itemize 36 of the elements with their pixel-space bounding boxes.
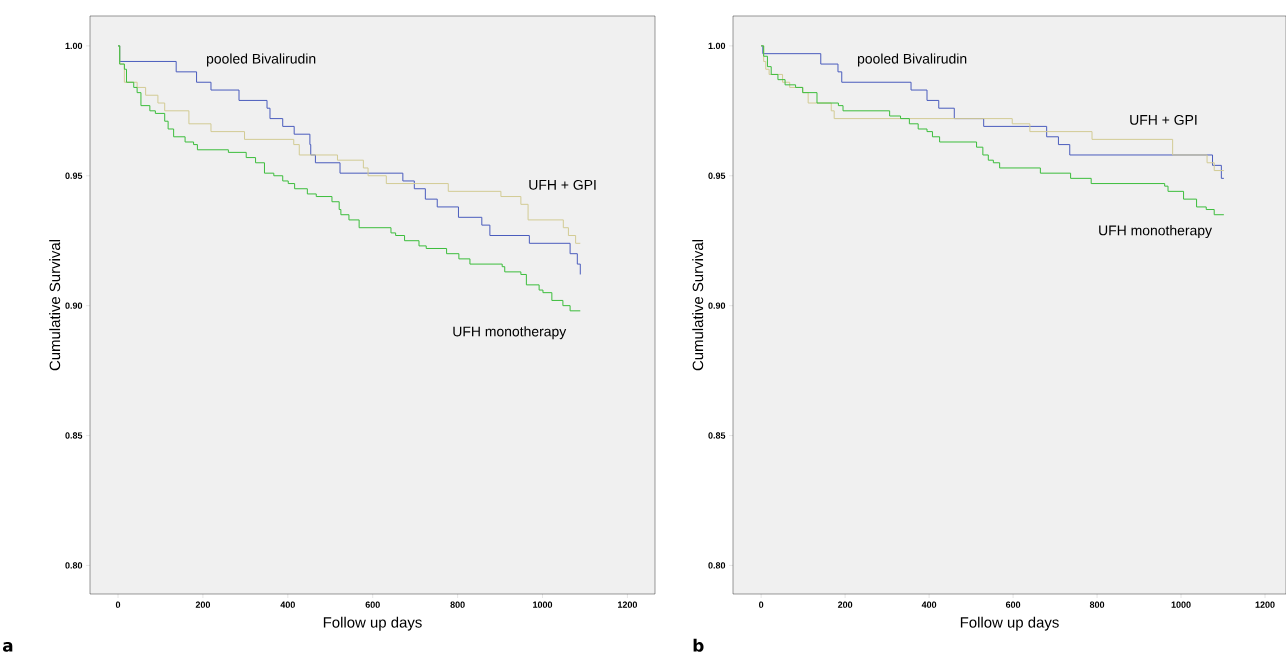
x-tick-label: 200 [837,601,853,608]
series-label: UFH monotherapy [1099,225,1212,239]
x-tick-label: 1200 [1255,601,1275,608]
series-label: UFH + GPI [1130,114,1197,125]
x-tick-label: 0 [115,601,121,608]
y-tick-label: 0.95 [708,172,726,179]
y-tick-label: 0.80 [708,562,726,569]
x-axis-title: Follow up days [960,616,1059,631]
x-tick-label: 1200 [618,601,638,608]
series-label: UFH + GPI [529,179,596,190]
y-tick-label: 0.95 [65,172,83,179]
y-tick-label: 1.00 [65,42,83,50]
y-tick-label: 0.90 [708,302,726,309]
y-tick-label: 0.80 [65,562,83,569]
y-tick-label: 0.85 [708,432,726,439]
x-tick-label: 200 [195,601,211,608]
x-tick-label: 600 [365,601,380,608]
x-tick-label: 800 [450,601,465,608]
text: b [693,638,704,652]
y-tick-label: 1.00 [708,42,726,50]
x-axis-title: Follow up days [323,616,422,631]
x-tick-label: 1000 [1171,601,1191,608]
x-tick-label: 0 [759,601,764,608]
text: a [2,642,13,652]
y-axis-title: Cumulative Survival [49,240,61,371]
series-label: pooled Bivalirudin [206,53,316,67]
x-tick-label: 400 [921,601,937,608]
x-tick-label: 600 [1005,601,1021,608]
x-tick-label: 800 [1089,601,1105,608]
x-tick-label: 1000 [533,601,553,608]
y-tick-label: 0.90 [65,302,83,309]
y-axis-title: Cumulative Survival [692,240,704,371]
series-label: UFH monotherapy [453,326,567,340]
series-label: pooled Bivalirudin [857,53,967,67]
x-tick-label: 400 [280,601,295,608]
y-tick-label: 0.85 [65,432,83,439]
